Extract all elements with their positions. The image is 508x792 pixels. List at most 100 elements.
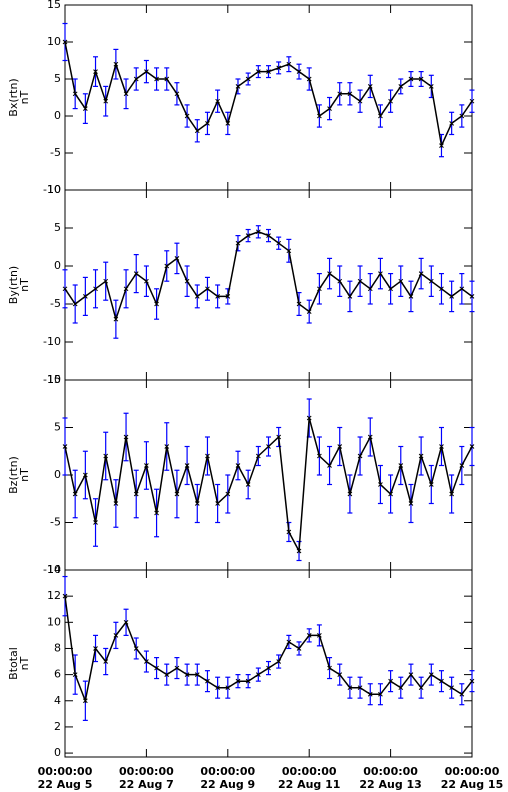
data-point xyxy=(317,286,322,292)
data-point xyxy=(82,294,88,299)
data-point xyxy=(123,286,129,292)
data-point xyxy=(235,678,241,684)
data-point xyxy=(286,639,292,645)
y-tick-label: -5 xyxy=(50,516,61,529)
y-tick-label: 0 xyxy=(54,259,61,272)
x-tick-time: 00:00:00 xyxy=(282,765,337,778)
y-tick-label: -10 xyxy=(43,563,61,576)
data-point xyxy=(133,646,139,651)
plot-frame xyxy=(64,569,473,758)
data-point xyxy=(72,91,78,97)
data-point xyxy=(408,76,414,82)
data-point xyxy=(72,672,78,677)
y-tick-label: -5 xyxy=(50,297,61,310)
data-point xyxy=(439,678,444,684)
data-point xyxy=(133,76,139,82)
data-point xyxy=(154,76,159,82)
y-tick-label: -15 xyxy=(43,373,61,386)
data-point xyxy=(174,256,180,261)
x-tick-time: 00:00:00 xyxy=(200,765,255,778)
data-point xyxy=(317,113,322,119)
data-point xyxy=(449,491,455,497)
y-tick-label: 0 xyxy=(54,468,61,481)
data-point xyxy=(367,434,373,440)
y-tick-label: 12 xyxy=(47,589,61,602)
data-point xyxy=(449,294,455,299)
y-tick-label: 0 xyxy=(54,746,61,759)
data-point xyxy=(347,491,353,497)
data-point xyxy=(144,659,149,664)
data-point xyxy=(164,263,170,269)
data-point xyxy=(205,453,210,459)
x-tick-time: 00:00:00 xyxy=(38,765,93,778)
data-point xyxy=(133,491,139,497)
data-point xyxy=(235,84,241,89)
data-point xyxy=(327,463,332,468)
data-point xyxy=(418,685,424,691)
y-tick-label: 2 xyxy=(54,720,61,733)
data-point xyxy=(469,98,475,104)
data-point xyxy=(378,691,383,697)
data-point xyxy=(113,316,119,322)
data-point xyxy=(245,678,251,684)
data-point xyxy=(347,685,353,691)
y-tick-label: 5 xyxy=(54,72,61,85)
data-point xyxy=(194,128,200,134)
data-point xyxy=(255,229,261,235)
data-point xyxy=(266,233,271,238)
y-tick-label: 15 xyxy=(47,0,61,11)
x-tick-label: 22 Aug 5 xyxy=(38,778,93,791)
data-point xyxy=(398,84,404,89)
data-point xyxy=(235,463,241,468)
data-point xyxy=(255,69,261,74)
data-point xyxy=(225,294,231,299)
data-point xyxy=(62,286,68,292)
data-point xyxy=(255,672,261,677)
data-point xyxy=(82,698,88,704)
data-point xyxy=(337,672,343,677)
data-point xyxy=(357,685,363,691)
data-point xyxy=(276,659,282,664)
data-point xyxy=(306,415,312,421)
y-axis-unit: nT xyxy=(18,278,31,292)
data-point xyxy=(93,286,98,292)
y-axis-unit: nT xyxy=(18,656,31,670)
data-point xyxy=(367,286,373,292)
data-point xyxy=(347,91,353,97)
data-point xyxy=(408,294,414,299)
data-point xyxy=(337,444,343,449)
y-axis-label: Btotal xyxy=(7,647,20,680)
data-point xyxy=(245,482,251,487)
y-tick-label: 6 xyxy=(54,668,61,681)
data-point xyxy=(459,113,465,119)
data-point xyxy=(408,672,414,677)
data-point xyxy=(123,91,129,97)
y-tick-label: 5 xyxy=(54,421,61,434)
data-point xyxy=(164,672,170,677)
data-point xyxy=(296,69,302,74)
data-point xyxy=(266,665,271,671)
data-point xyxy=(428,672,434,677)
data-point xyxy=(255,453,261,459)
y-axis-label: Bz(rtn) xyxy=(7,456,20,494)
data-point xyxy=(215,685,220,691)
y-axis-label: Bx(rtn) xyxy=(7,78,20,116)
y-tick-label: 8 xyxy=(54,641,61,654)
data-point xyxy=(286,248,292,254)
data-point xyxy=(398,278,404,284)
data-point xyxy=(215,501,220,506)
data-point xyxy=(133,271,139,276)
data-point xyxy=(337,91,343,97)
data-point xyxy=(439,444,444,449)
y-tick-label: 5 xyxy=(54,221,61,234)
data-point xyxy=(408,501,414,506)
data-point xyxy=(347,294,353,299)
data-point xyxy=(327,271,332,276)
data-point xyxy=(154,665,159,671)
data-point xyxy=(225,685,231,691)
data-point xyxy=(286,61,292,67)
data-point xyxy=(266,69,271,74)
data-point xyxy=(245,233,251,238)
x-tick-time: 00:00:00 xyxy=(363,765,418,778)
